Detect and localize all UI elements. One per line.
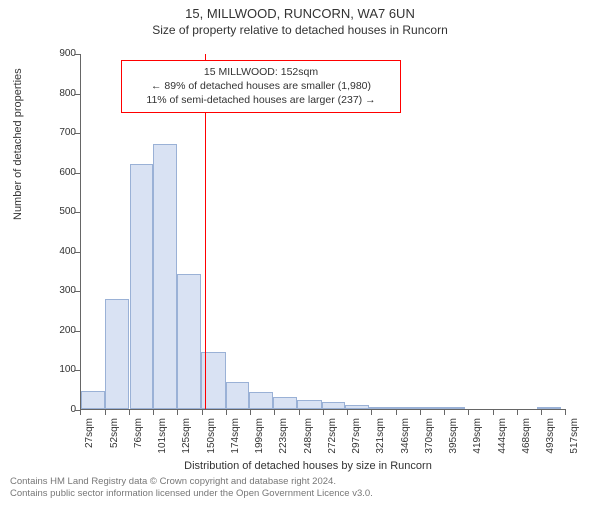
xtick-label: 174sqm [230,418,241,466]
histogram-bar [297,400,322,409]
xtick-label: 223sqm [278,418,289,466]
footer-line1: Contains HM Land Registry data © Crown c… [10,476,373,488]
ytick-label: 900 [48,48,76,59]
annotation-line2: ← 89% of detached houses are smaller (1,… [130,79,392,93]
histogram-bar [226,382,250,409]
footer-text: Contains HM Land Registry data © Crown c… [10,476,373,500]
plot-region: 15 MILLWOOD: 152sqm ← 89% of detached ho… [80,54,566,410]
y-axis-label: Number of detached properties [12,68,24,220]
xtick-label: 52sqm [109,418,120,466]
xtick-label: 101sqm [157,418,168,466]
xtick-mark [226,410,227,415]
histogram-bar [177,274,201,409]
xtick-label: 468sqm [521,418,532,466]
xtick-label: 370sqm [424,418,435,466]
xtick-label: 27sqm [84,418,95,466]
xtick-mark [517,410,518,415]
xtick-label: 346sqm [400,418,411,466]
ytick-mark [75,212,80,213]
ytick-label: 200 [48,325,76,336]
xtick-mark [202,410,203,415]
ytick-mark [75,94,80,95]
histogram-bar [153,144,177,409]
xtick-label: 444sqm [497,418,508,466]
xtick-label: 419sqm [472,418,483,466]
xtick-label: 493sqm [545,418,556,466]
page-subtitle: Size of property relative to detached ho… [0,23,600,37]
xtick-label: 199sqm [254,418,265,466]
ytick-mark [75,370,80,371]
xtick-mark [299,410,300,415]
histogram-bar [394,407,418,409]
histogram-bar [249,392,273,409]
xtick-label: 395sqm [448,418,459,466]
xtick-mark [444,410,445,415]
ytick-label: 800 [48,88,76,99]
xtick-mark [274,410,275,415]
xtick-mark [153,410,154,415]
xtick-label: 321sqm [375,418,386,466]
ytick-label: 700 [48,127,76,138]
annotation-line1: 15 MILLWOOD: 152sqm [130,65,392,79]
ytick-mark [75,54,80,55]
ytick-mark [75,173,80,174]
page-title: 15, MILLWOOD, RUNCORN, WA7 6UN [0,6,600,21]
xtick-label: 125sqm [181,418,192,466]
xtick-label: 150sqm [206,418,217,466]
ytick-label: 300 [48,285,76,296]
histogram-bar [81,391,105,409]
xtick-mark [80,410,81,415]
annotation-box: 15 MILLWOOD: 152sqm ← 89% of detached ho… [121,60,401,113]
xtick-label: 248sqm [303,418,314,466]
ytick-mark [75,291,80,292]
xtick-mark [105,410,106,415]
xtick-mark [129,410,130,415]
xtick-mark [371,410,372,415]
xtick-mark [177,410,178,415]
ytick-mark [75,252,80,253]
ytick-label: 100 [48,364,76,375]
histogram-bar [369,407,394,409]
footer-line2: Contains public sector information licen… [10,488,373,500]
xtick-mark [493,410,494,415]
histogram-bar [418,407,442,409]
xtick-label: 76sqm [133,418,144,466]
histogram-bar [105,299,130,409]
histogram-bar [345,405,369,409]
ytick-label: 400 [48,246,76,257]
xtick-mark [323,410,324,415]
histogram-bar [322,402,346,409]
ytick-mark [75,331,80,332]
ytick-label: 0 [48,404,76,415]
ytick-label: 600 [48,167,76,178]
histogram-bar [273,397,297,409]
histogram-bar [441,407,465,409]
ytick-label: 500 [48,206,76,217]
xtick-mark [347,410,348,415]
xtick-label: 272sqm [327,418,338,466]
xtick-mark [541,410,542,415]
xtick-mark [250,410,251,415]
chart-area: Number of detached properties 15 MILLWOO… [36,50,580,450]
xtick-mark [565,410,566,415]
xtick-mark [396,410,397,415]
xtick-label: 297sqm [351,418,362,466]
xtick-label: 517sqm [569,418,580,466]
xtick-mark [468,410,469,415]
ytick-mark [75,133,80,134]
histogram-bar [537,407,561,409]
histogram-bar [130,164,154,409]
xtick-mark [420,410,421,415]
annotation-line3: 11% of semi-detached houses are larger (… [130,93,392,107]
